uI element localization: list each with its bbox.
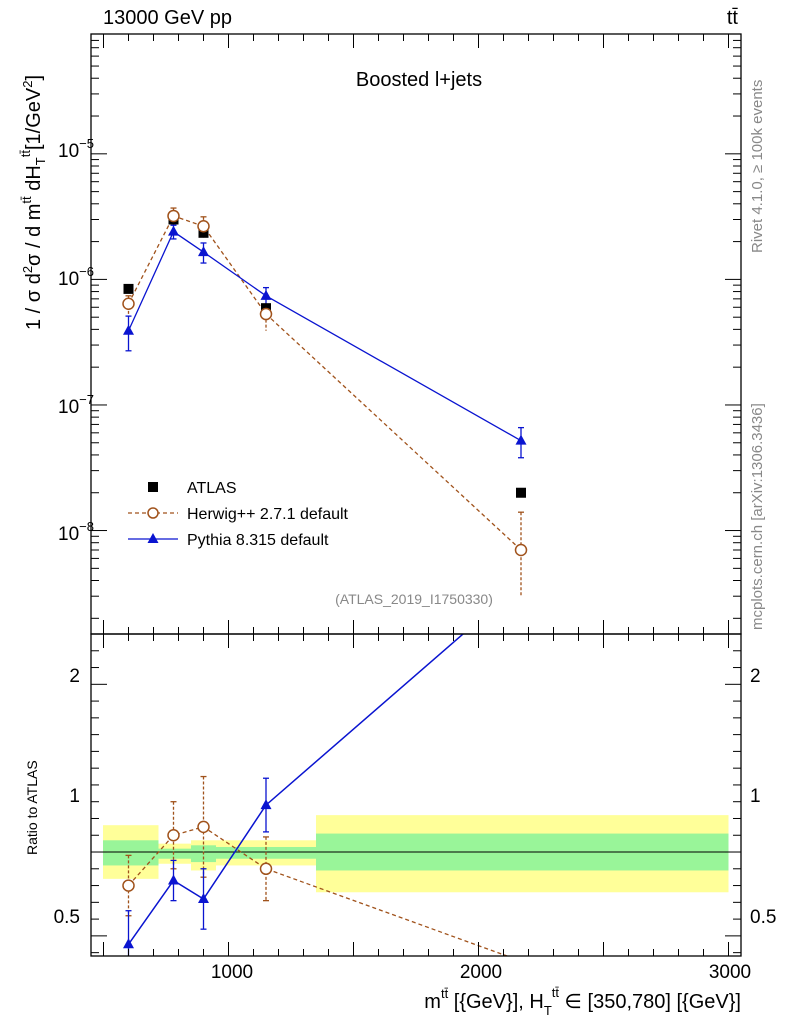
- legend-marker-pythia: [147, 533, 159, 543]
- ratio-plot-series: [122, 634, 510, 956]
- ratio-band-inner: [103, 840, 159, 866]
- herwig-point: [259, 307, 273, 321]
- atlas-point: [123, 283, 134, 294]
- ratio-ytick-label-1: 1: [69, 786, 80, 807]
- pythia-point: [260, 289, 272, 300]
- main-y-axis-label: 1 / σ d2σ / d mtt̄ dHTtt̄[1/GeV2]: [18, 75, 48, 330]
- header-energy: 13000 GeV pp: [103, 7, 232, 29]
- ratio-series-clipped: [122, 634, 510, 956]
- ytick-label-1e-6: 10−6: [58, 264, 94, 290]
- x-axis-label: mtt̄ [{GeV}], HTtt̄ ∈ [350,780] [{GeV}]: [424, 985, 741, 1018]
- pythia-line: [127, 230, 522, 442]
- ratio-ytick-label-2-right: 2: [750, 666, 761, 687]
- xtick-label-3000: 3000: [709, 962, 751, 983]
- herwig-ratio-point: [122, 879, 135, 892]
- pythia-point: [123, 324, 134, 335]
- herwig-point: [514, 543, 528, 557]
- legend-label-pythia: Pythia 8.315 default: [187, 532, 329, 549]
- herwig-line: [127, 215, 522, 551]
- atlas-point: [198, 227, 209, 238]
- main-plot-ticks: [91, 33, 741, 634]
- herwig-ratio-point: [197, 820, 210, 834]
- herwig-point: [122, 297, 135, 310]
- mcplots-reference: mcplots.cern.ch [arXiv:1306.3436]: [749, 403, 766, 630]
- ratio-ytick-label-1-right: 1: [750, 786, 761, 807]
- pythia-ratio-point: [168, 874, 179, 885]
- pythia-ratio-point: [198, 892, 209, 903]
- analysis-id: (ATLAS_2019_I1750330): [335, 591, 493, 607]
- pythia-point: [168, 225, 179, 236]
- legend-marker-atlas: [148, 482, 158, 492]
- ratio-ytick-label-0.5: 0.5: [54, 907, 80, 928]
- header-process: tt̄: [727, 7, 739, 29]
- pythia-ratio-point: [260, 799, 272, 810]
- pythia-ratio-point: [123, 938, 134, 949]
- atlas-point: [516, 487, 526, 498]
- main-plot-series: [122, 207, 528, 597]
- ytick-label-1e-7: 10−7: [58, 392, 94, 418]
- pythia-point: [515, 434, 527, 445]
- legend-label-herwig: Herwig++ 2.7.1 default: [187, 506, 349, 523]
- pythia-point: [198, 246, 209, 257]
- rivet-version: Rivet 4.1.0, ≥ 100k events: [749, 80, 766, 253]
- ratio-ytick-label-2: 2: [69, 666, 80, 687]
- ratio-plot-ticks: [91, 634, 741, 956]
- ratio-y-axis-label: Ratio to ATLAS: [24, 760, 40, 855]
- ratio-uncertainty-bands: [91, 815, 741, 893]
- herwig-ratio-point: [259, 862, 273, 876]
- legend-label-atlas: ATLAS: [187, 480, 237, 497]
- herwig-point: [197, 219, 210, 233]
- ratio-plot-frame: [90, 633, 742, 957]
- ytick-label-1e-8: 10−8: [58, 519, 94, 545]
- legend-marker-herwig: [147, 507, 159, 519]
- ratio-ytick-label-0.5-right: 0.5: [750, 907, 776, 928]
- ratio-band-inner: [158, 848, 191, 859]
- plot-title: Boosted l+jets: [356, 69, 482, 91]
- herwig-point: [167, 209, 180, 223]
- xtick-label-1000: 1000: [211, 962, 253, 983]
- xtick-label-2000: 2000: [460, 962, 502, 983]
- herwig-ratio-point: [167, 829, 180, 842]
- ytick-label-1e-5: 10−5: [58, 136, 94, 162]
